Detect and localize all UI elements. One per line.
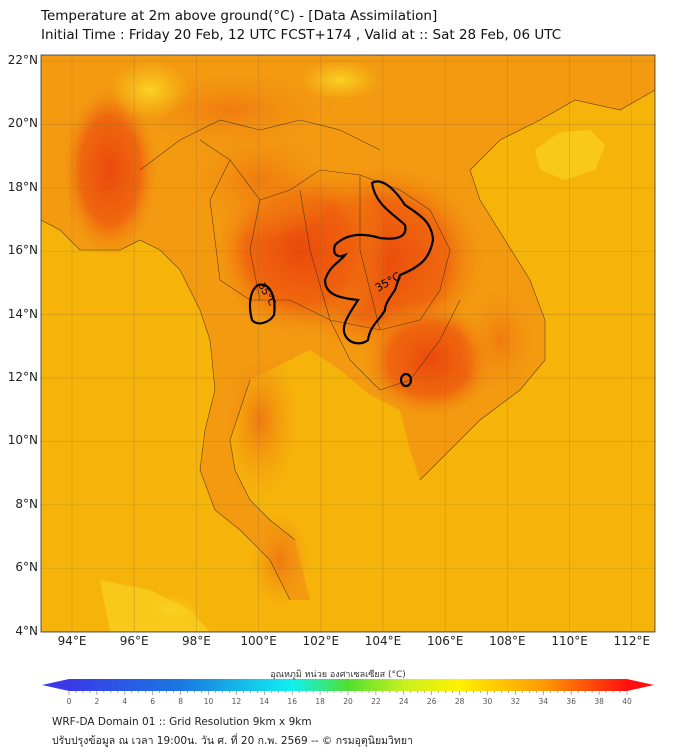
lat-label: 10°N [7, 433, 38, 448]
footer-model-info: WRF-DA Domain 01 :: Grid Resolution 9km … [52, 716, 312, 728]
footer-update-info: ปรับปรุงข้อมูล ณ เวลา 19:00น. วัน ศ. ที่… [52, 735, 413, 747]
colorbar-tick-label: 18 [315, 697, 325, 706]
colorbar-tick-label: 38 [594, 697, 604, 706]
lat-label: 6°N [15, 560, 38, 575]
colorbar-min-arrow [42, 679, 69, 691]
colorbar-tick-label: 22 [371, 697, 381, 706]
lon-label: 112°E [613, 634, 651, 648]
hainan-island [535, 130, 605, 180]
lat-label: 22°N [7, 53, 38, 67]
colorbar-tick-label: 34 [539, 697, 549, 706]
colorbar-max-arrow [627, 679, 654, 691]
colorbar-tick-label: 0 [67, 697, 72, 706]
contour-35c [248, 180, 435, 388]
lon-label: 106°E [426, 634, 464, 648]
colorbar-tick-label: 2 [95, 697, 100, 706]
map-frame [40, 54, 656, 633]
graticule [41, 55, 655, 632]
colorbar: 0 2 4 6 8 10 12 14 16 18 20 22 24 26 28 30 32 34 36 38 40 [42, 679, 654, 706]
chart-title: Temperature at 2m above ground(°C) - [Da… [41, 8, 438, 24]
lat-label: 14°N [7, 306, 38, 321]
lon-label: 100°E [240, 634, 277, 648]
colorbar-tick-label: 26 [427, 697, 437, 706]
lon-label: 104°E [364, 634, 402, 648]
lon-label: 102°E [302, 634, 340, 648]
lat-label: 8°N [15, 496, 38, 511]
chart-subtitle: Initial Time : Friday 20 Feb, 12 UTC FCS… [41, 27, 562, 43]
country-borders [41, 89, 655, 601]
colorbar-tick-label: 40 [622, 697, 632, 706]
colorbar-tick-label: 36 [566, 697, 576, 706]
colorbar-tick-label: 16 [287, 697, 297, 706]
lat-label: 4°N [15, 623, 38, 638]
colorbar-tick-label: 20 [343, 697, 353, 706]
lon-label: 98°E [181, 634, 211, 648]
colorbar-tick-label: 32 [511, 697, 521, 706]
colorbar-tick-label: 10 [204, 697, 214, 706]
lat-label: 12°N [7, 370, 38, 384]
colorbar-tick-label: 24 [399, 697, 409, 706]
colorbar-tick-label: 28 [455, 697, 465, 706]
lat-label: 16°N [7, 243, 38, 258]
lon-label: 96°E [119, 634, 149, 648]
colorbar-tick-label: 8 [178, 697, 183, 706]
colorbar-tick-label: 30 [483, 697, 493, 706]
lon-label: 110°E [551, 634, 588, 648]
colorbar-tick-label: 4 [122, 697, 127, 706]
colorbar-label: อุณหภูมิ หน่วย องศาเซลเซียส (°C) [270, 670, 406, 680]
colorbar-tick-label: 6 [150, 697, 155, 706]
lat-label: 20°N [7, 116, 38, 131]
colorbar-tick-label: 14 [260, 697, 270, 706]
lat-label: 18°N [7, 179, 38, 194]
colorbar-tick-label: 12 [232, 697, 242, 706]
lon-label: 108°E [489, 634, 526, 648]
lon-label: 94°E [57, 634, 87, 648]
